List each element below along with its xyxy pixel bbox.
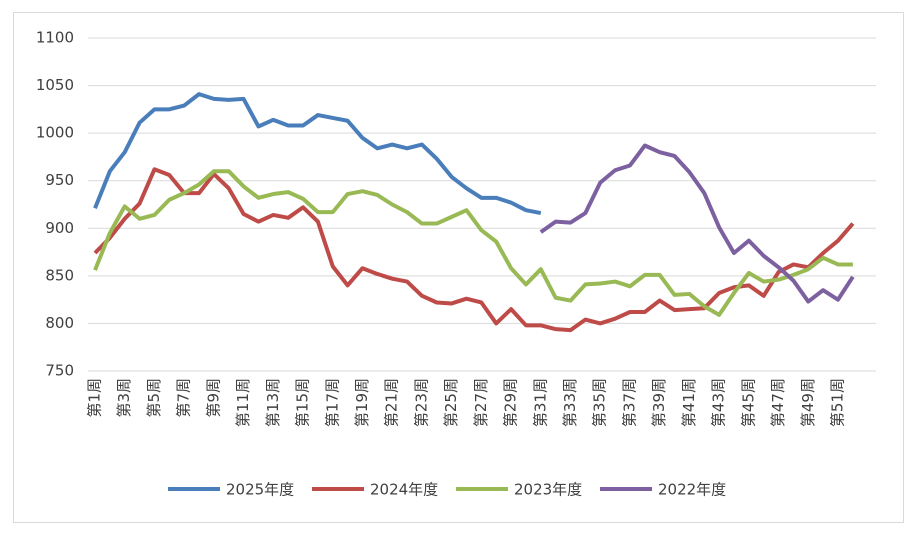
y-tick-label: 750 (45, 362, 74, 380)
y-tick-label: 900 (45, 219, 74, 237)
x-tick-label: 第39周 (650, 378, 668, 427)
legend-label: 2022年度 (658, 481, 726, 499)
x-tick-label: 第51周 (829, 378, 847, 427)
y-tick-label: 800 (45, 314, 74, 332)
series-line (93, 92, 542, 216)
series-line (539, 143, 855, 304)
y-tick-label: 950 (45, 171, 74, 189)
x-tick-label: 第45周 (739, 378, 757, 427)
series-line (93, 167, 855, 333)
x-tick-label: 第35周 (591, 378, 609, 427)
x-tick-label: 第43周 (710, 378, 728, 427)
x-tick-label: 第13周 (264, 378, 282, 427)
x-tick-label: 第33周 (561, 378, 579, 427)
y-tick-label: 1000 (36, 124, 74, 142)
x-tick-label: 第29周 (502, 378, 520, 427)
x-tick-label: 第49周 (799, 378, 817, 427)
y-tick-label: 1050 (36, 76, 74, 94)
x-tick-label: 第41周 (680, 378, 698, 427)
x-tick-label: 第27周 (472, 378, 490, 427)
chart-frame (13, 12, 904, 523)
x-tick-label: 第19周 (353, 378, 371, 427)
x-tick-label: 第15周 (294, 378, 312, 427)
x-tick-label: 第31周 (531, 378, 549, 427)
x-tick-label: 第7周 (175, 378, 193, 418)
x-tick-label: 第5周 (145, 378, 163, 418)
x-tick-label: 第11周 (234, 378, 252, 427)
legend-label: 2024年度 (370, 481, 438, 499)
x-tick-label: 第37周 (620, 378, 638, 427)
x-tick-label: 第1周 (86, 378, 104, 418)
x-tick-label: 第9周 (204, 378, 222, 418)
legend-label: 2025年度 (226, 481, 294, 499)
x-tick-label: 第47周 (769, 378, 787, 427)
series-line (93, 169, 853, 317)
x-tick-label: 第25周 (442, 378, 460, 427)
x-tick-label: 第17周 (323, 378, 341, 427)
x-tick-label: 第21周 (383, 378, 401, 427)
y-tick-label: 850 (45, 266, 74, 284)
y-tick-label: 1100 (36, 29, 74, 47)
x-tick-label: 第3周 (115, 378, 133, 418)
x-tick-label: 第23周 (412, 378, 430, 427)
legend-label: 2023年度 (514, 481, 582, 499)
